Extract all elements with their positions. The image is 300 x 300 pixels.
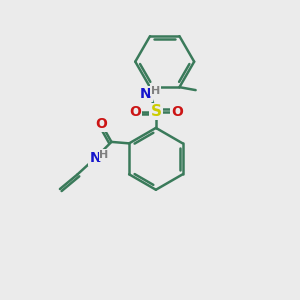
Text: S: S bbox=[150, 104, 161, 119]
Text: O: O bbox=[171, 105, 183, 119]
Text: H: H bbox=[100, 150, 109, 160]
Text: H: H bbox=[151, 85, 160, 95]
Text: N: N bbox=[140, 87, 152, 101]
Text: N: N bbox=[89, 151, 101, 165]
Text: O: O bbox=[129, 105, 141, 119]
Text: O: O bbox=[95, 117, 107, 130]
